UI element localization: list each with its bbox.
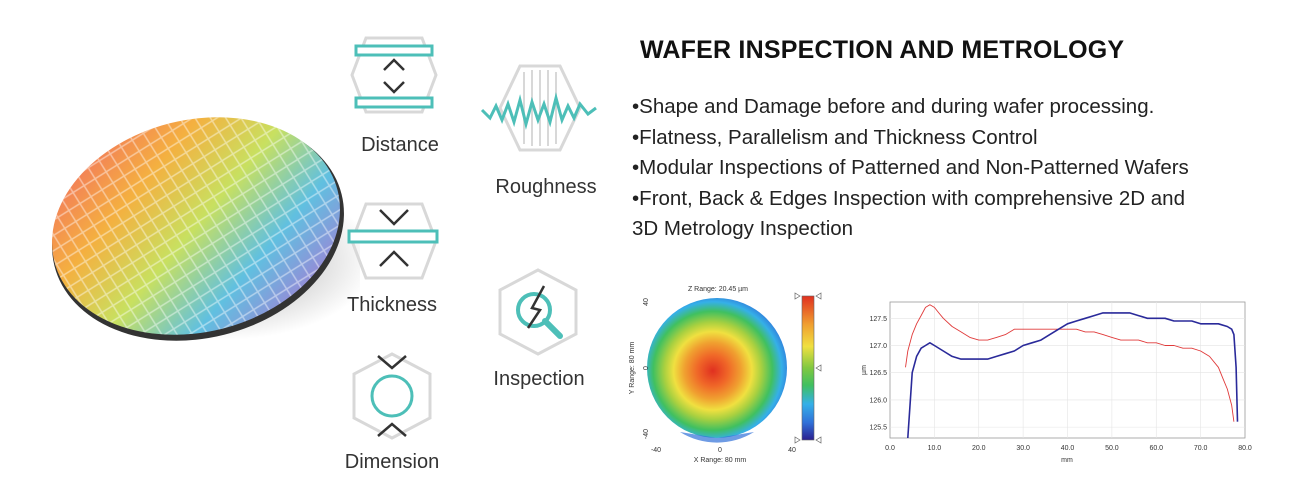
feature-item: •Flatness, Parallelism and Thickness Con… <box>632 125 1038 149</box>
feature-item: •Shape and Damage before and during wafe… <box>632 95 1155 118</box>
heatmap-ylabel: Y Range: 80 mm <box>629 342 636 395</box>
thickness-label: Thickness <box>346 294 438 316</box>
y-tick-label: 125.5 <box>869 425 887 432</box>
heatmap-title: Z Range: 20.45 µm <box>688 286 748 293</box>
profile-ylabel: µm <box>861 365 868 375</box>
feature-item: •Front, Back & Edges Inspection with com… <box>632 186 1185 210</box>
page-title: WAFER INSPECTION AND METROLOGY <box>640 36 1125 64</box>
inspection-label: Inspection <box>493 368 585 390</box>
heatmap-xtick: 0 <box>718 447 722 454</box>
wafer-illustration <box>52 117 360 341</box>
x-tick-label: 30.0 <box>1016 445 1030 452</box>
feature-item: •Modular Inspections of Patterned and No… <box>632 156 1189 179</box>
x-tick-label: 70.0 <box>1194 445 1208 452</box>
thickness-profile-chart: 0.0 10.0 20.0 30.0 40.0 50.0 60.0 70.0 80.0 127.5… <box>861 301 1252 464</box>
x-tick-label: 10.0 <box>928 445 942 452</box>
heatmap-ytick: 0 <box>643 366 650 370</box>
dimension-label: Dimension <box>344 451 440 473</box>
heatmap-ytick: 40 <box>643 298 650 306</box>
y-tick-label: 126.5 <box>869 370 887 377</box>
roughness-label: Roughness <box>495 176 597 198</box>
heatmap-xlabel: X Range: 80 mm <box>694 457 747 464</box>
y-tick-label: 127.0 <box>869 343 887 350</box>
x-tick-label: 50.0 <box>1105 445 1119 452</box>
dimension-icon <box>352 352 432 440</box>
heatmap-xtick: 40 <box>788 447 796 454</box>
x-tick-label: 60.0 <box>1149 445 1163 452</box>
y-tick-label: 126.0 <box>869 397 887 404</box>
x-tick-label: 80.0 <box>1238 445 1252 452</box>
x-tick-label: 20.0 <box>972 445 986 452</box>
profile-xlabel: mm <box>1061 457 1073 464</box>
surface-heatmap: Z Range: 20.45 µm 40 0 -40 Y Range: 80 m… <box>629 286 822 464</box>
feature-list: •Shape and Damage before and during wafe… <box>632 92 1282 245</box>
feature-item: 3D Metrology Inspection <box>632 217 854 240</box>
profile-series-line <box>907 312 1239 439</box>
x-tick-label: 0.0 <box>885 445 895 452</box>
distance-icon <box>350 36 438 114</box>
distance-label: Distance <box>361 134 439 156</box>
x-tick-label: 40.0 <box>1061 445 1075 452</box>
inspection-icon <box>498 268 578 356</box>
thickness-icon <box>347 202 439 280</box>
y-tick-label: 127.5 <box>869 316 887 323</box>
heatmap-xtick: -40 <box>651 447 661 454</box>
roughness-icon <box>480 64 597 152</box>
heatmap-ytick: -40 <box>643 429 650 439</box>
